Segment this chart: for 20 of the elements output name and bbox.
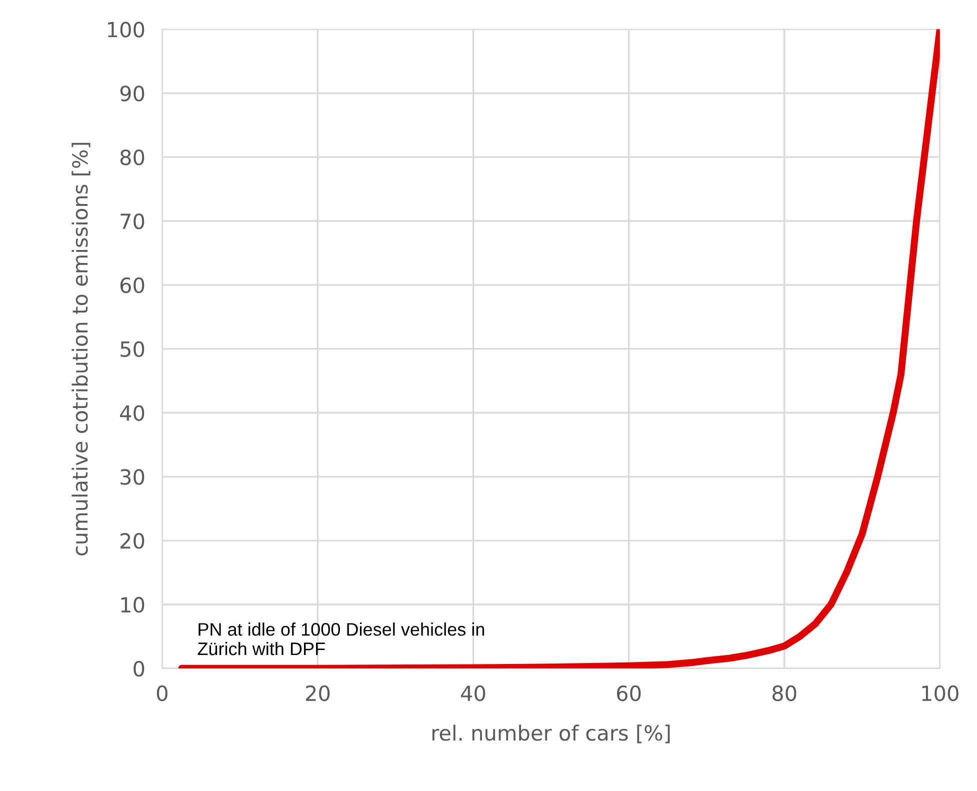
y-tick-label: 10	[121, 596, 144, 613]
x-tick-label: 60	[616, 685, 641, 702]
x-tick-label: 100	[922, 685, 958, 702]
y-tick-label: 80	[120, 150, 144, 166]
x-tick-label: 0	[156, 685, 168, 702]
x-tick-label: 20	[306, 685, 330, 702]
y-tick-label: 50	[120, 341, 144, 358]
y-tick-label: 60	[120, 277, 144, 294]
y-tick-label: 20	[120, 533, 144, 549]
x-tick-label: 80	[772, 685, 796, 702]
y-tick-label: 0	[134, 660, 144, 677]
y-tick-label: 90	[120, 86, 144, 102]
y-tick-label: 70	[120, 213, 144, 230]
x-axis-title: rel. number of cars [%]	[432, 724, 670, 744]
y-axis-title: cumulative cotribution to emissions [%]	[72, 142, 90, 556]
annotation: PN at idle of 1000 Diesel vehicles in Zürich with DPF	[198, 622, 484, 656]
y-tick-label: 100	[108, 22, 144, 38]
y-tick-label: 40	[120, 405, 144, 421]
x-tick-label: 40	[461, 685, 486, 702]
y-tick-label: 30	[120, 469, 144, 485]
